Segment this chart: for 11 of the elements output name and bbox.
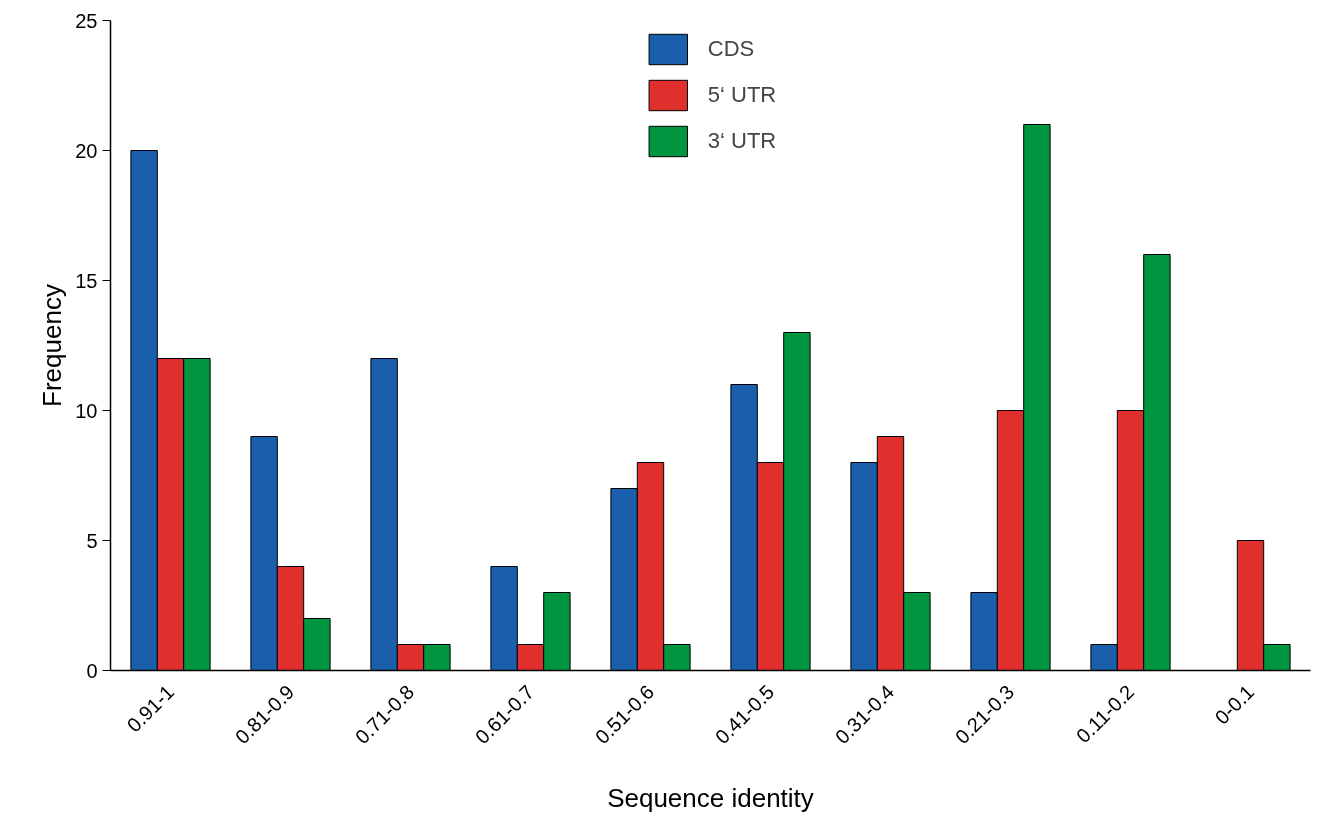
y-tick-label: 10 — [75, 399, 98, 422]
y-tick-label: 20 — [75, 139, 98, 162]
legend-label: CDS — [707, 36, 755, 62]
y-axis-title: Frequency — [37, 284, 68, 407]
legend-label: 5‘ UTR — [707, 82, 777, 108]
x-axis-title: Sequence identity — [607, 783, 814, 814]
y-tick-label: 0 — [86, 659, 98, 682]
y-tick-label: 15 — [75, 269, 98, 292]
y-tick-label: 5 — [86, 529, 98, 552]
legend-label: 3‘ UTR — [707, 128, 777, 154]
y-tick-label: 25 — [75, 9, 98, 32]
